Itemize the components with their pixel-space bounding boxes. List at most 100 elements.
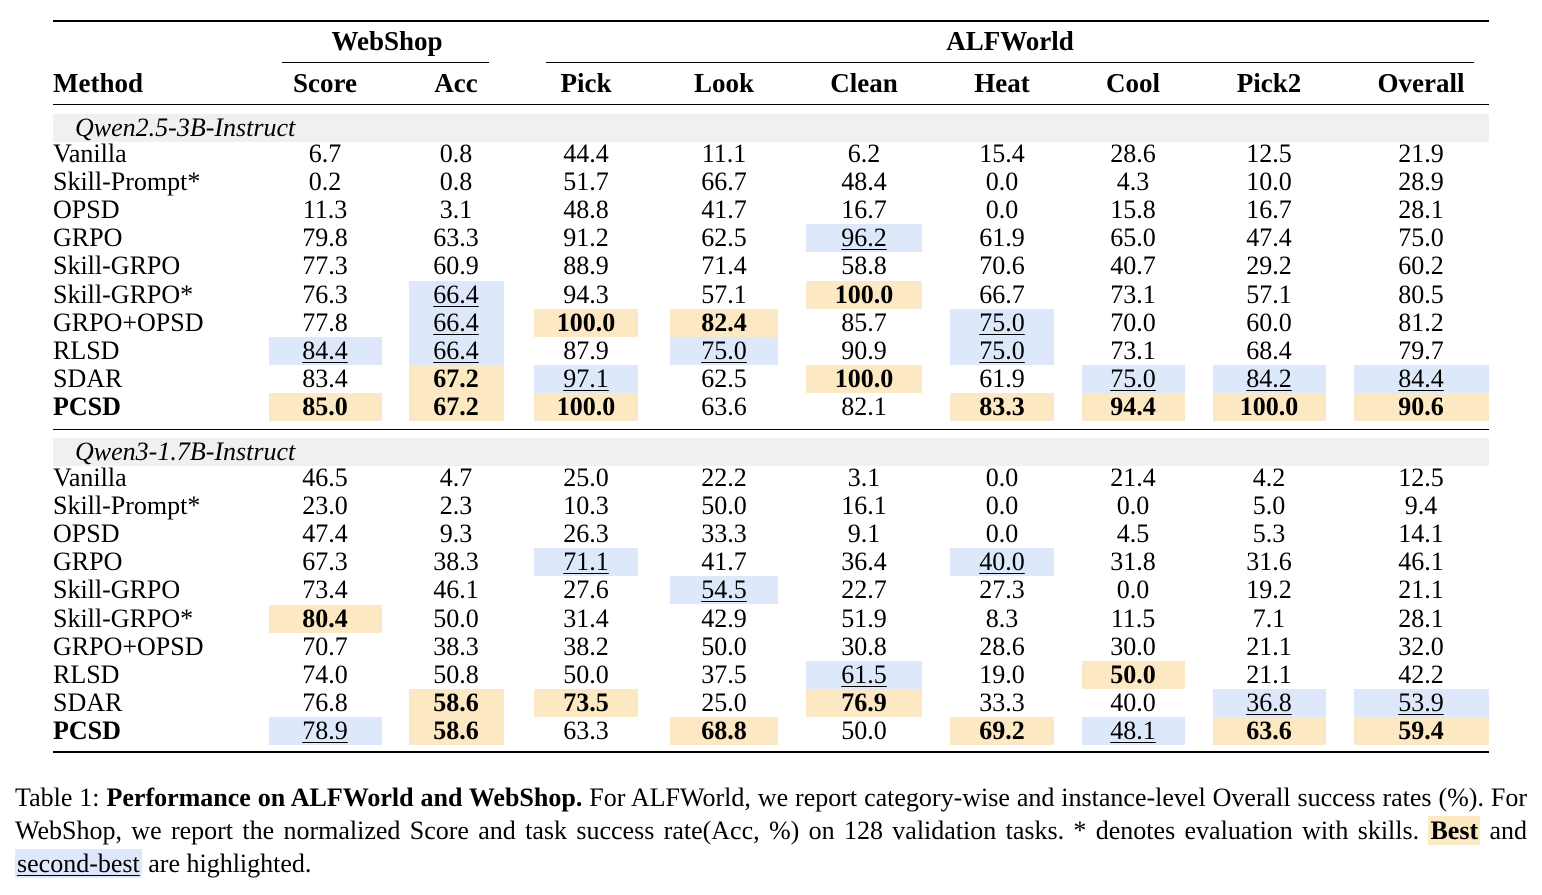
value-cell: 46.1	[1398, 547, 1444, 577]
value-cell: 79.7	[1398, 335, 1444, 365]
value-cell: 40.0	[950, 548, 1054, 577]
value-cell: 15.4	[979, 139, 1025, 168]
value-cell: 80.4	[268, 604, 382, 633]
header-rule	[53, 104, 1489, 105]
caption-second-label: second-best	[15, 849, 142, 878]
value-cell: 6.2	[847, 139, 881, 168]
value-cell: 94.4	[1081, 392, 1185, 421]
value-cell: 0.0	[1116, 491, 1150, 521]
method-name: PCSD	[53, 391, 121, 421]
value-cell: 21.1	[1246, 631, 1292, 661]
value-cell: 85.0	[268, 392, 382, 421]
value-cell: 51.7	[563, 167, 609, 197]
method-name: RLSD	[53, 335, 120, 365]
top-rule	[53, 20, 1489, 22]
value-cell: 48.8	[563, 195, 609, 225]
value-cell: 0.8	[439, 167, 473, 197]
value-cell: 19.2	[1246, 575, 1292, 605]
value-cell: 67.3	[302, 547, 348, 577]
value-cell: 70.6	[979, 251, 1025, 281]
value-cell: 88.9	[563, 251, 609, 281]
value-cell: 7.1	[1252, 603, 1286, 633]
value-cell: 11.1	[701, 139, 747, 168]
value-cell: 58.6	[408, 688, 504, 717]
value-cell: 66.4	[408, 336, 504, 365]
value-cell: 73.4	[302, 575, 348, 605]
value-cell: 9.4	[1404, 491, 1438, 521]
column-header-acc: Acc	[434, 68, 478, 98]
table-row: Skill-Prompt* 23.0 2.3 10.3 50.0 16.1 0.0 0.0 5.…	[53, 492, 1489, 520]
column-header-method: Method	[53, 68, 143, 98]
value-cell: 11.5	[1110, 603, 1156, 633]
value-cell: 68.4	[1246, 335, 1292, 365]
value-cell: 100.0	[806, 280, 922, 309]
value-cell: 30.8	[841, 631, 887, 661]
value-cell: 36.4	[841, 547, 887, 577]
value-cell: 27.3	[979, 575, 1025, 605]
method-name: Skill-GRPO*	[53, 603, 194, 633]
value-cell: 0.0	[1116, 575, 1150, 605]
value-cell: 63.3	[433, 223, 479, 253]
value-cell: 3.1	[847, 463, 881, 492]
value-cell: 26.3	[563, 519, 609, 549]
value-cell: 54.5	[670, 576, 778, 605]
model-group-band: Qwen2.5-3B-Instruct	[53, 114, 1489, 142]
value-cell: 44.4	[563, 139, 609, 168]
value-cell: 29.2	[1246, 251, 1292, 281]
value-cell: 57.1	[701, 279, 747, 309]
value-cell: 22.7	[841, 575, 887, 605]
method-name: GRPO+OPSD	[53, 307, 204, 337]
value-cell: 21.1	[1246, 659, 1292, 689]
value-cell: 81.2	[1398, 307, 1444, 337]
value-cell: 12.5	[1398, 463, 1444, 492]
value-cell: 94.3	[563, 279, 609, 309]
value-cell: 50.0	[563, 659, 609, 689]
value-cell: 82.1	[841, 391, 887, 421]
value-cell: 10.0	[1246, 167, 1292, 197]
model-group-label: Qwen2.5-3B-Instruct	[75, 113, 296, 142]
column-header-cool: Cool	[1106, 68, 1160, 98]
value-cell: 21.1	[1398, 575, 1444, 605]
value-cell: 96.2	[806, 224, 922, 253]
value-cell: 50.0	[1081, 660, 1185, 689]
group-header-webshop: WebShop	[331, 26, 443, 56]
value-cell: 73.1	[1110, 279, 1156, 309]
table-row: GRPO 79.8 63.3 91.2 62.5 96.2 61.9 65.0 47.4 75.0	[53, 223, 1489, 253]
value-cell: 84.4	[268, 336, 382, 365]
method-name: Skill-Prompt*	[53, 491, 201, 521]
table-row: GRPO 67.3 38.3 71.1 41.7 36.4 40.0 31.8 31.6 46.1	[53, 547, 1489, 577]
caption-best-label: Best	[1428, 816, 1481, 845]
value-cell: 61.9	[979, 223, 1025, 253]
value-cell: 31.8	[1110, 547, 1156, 577]
value-cell: 53.9	[1353, 688, 1489, 717]
table-row: Vanilla 6.7 0.8 44.4 11.1 6.2 15.4 28.6 12.5 21.9	[53, 140, 1489, 168]
value-cell: 4.7	[439, 463, 473, 492]
method-name: Skill-GRPO	[53, 251, 181, 281]
value-cell: 71.4	[701, 251, 747, 281]
value-cell: 63.6	[701, 391, 747, 421]
caption-body: For ALFWorld, we report category-wise an…	[15, 783, 1527, 845]
value-cell: 58.8	[841, 251, 887, 281]
value-cell: 75.0	[1081, 364, 1185, 393]
column-header-overall: Overall	[1377, 68, 1465, 98]
value-cell: 66.7	[701, 167, 747, 197]
column-header-clean: Clean	[830, 68, 898, 98]
value-cell: 36.8	[1212, 688, 1326, 717]
method-name: SDAR	[53, 687, 123, 717]
value-cell: 75.0	[670, 336, 778, 365]
value-cell: 84.4	[1353, 364, 1489, 393]
value-cell: 62.5	[701, 223, 747, 253]
column-header-heat: Heat	[974, 68, 1030, 98]
table-row: Skill-Prompt* 0.2 0.8 51.7 66.7 48.4 0.0 4.3 10.…	[53, 168, 1489, 196]
value-cell: 67.2	[408, 392, 504, 421]
table-row: GRPO+OPSD 77.8 66.4 100.0 82.4 85.7 75.0 70.0 60…	[53, 307, 1489, 337]
column-header-score: Score	[293, 68, 357, 98]
webshop-cmidrule	[282, 62, 489, 63]
method-name: OPSD	[53, 519, 120, 549]
value-cell: 3.1	[439, 195, 473, 225]
value-cell: 14.1	[1398, 519, 1444, 549]
column-header-pick: Pick	[560, 68, 612, 98]
value-cell: 0.0	[985, 491, 1019, 521]
value-cell: 9.3	[439, 519, 473, 549]
column-header-pick2: Pick2	[1236, 68, 1302, 98]
